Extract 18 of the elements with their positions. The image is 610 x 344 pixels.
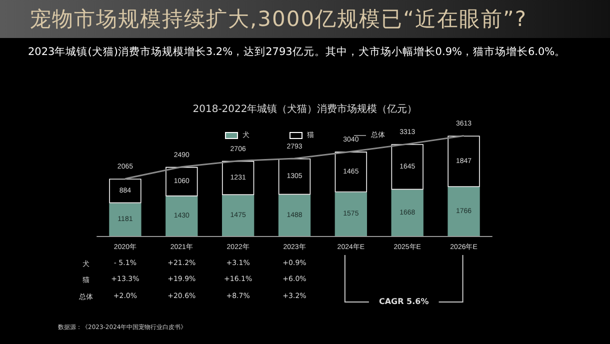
bar <box>222 195 254 236</box>
text: CAGR 5.6% <box>378 297 429 306</box>
bar <box>448 136 480 187</box>
annotation: 2018-2022年城镇（犬猫）消费市场规模（亿元） <box>192 102 418 116</box>
text: 2023年城镇(犬猫)消费市场规模增长3.2%，达到2793亿元。其中，犬市场小幅增长0.9%，猫市场增长6.0%。 <box>28 45 566 59</box>
bar <box>278 158 311 195</box>
bar <box>391 190 424 236</box>
bar <box>448 186 480 236</box>
bar <box>166 166 198 196</box>
bar <box>391 144 424 190</box>
bar <box>222 160 254 196</box>
bar <box>334 152 368 192</box>
bar <box>166 196 198 236</box>
chart-title: 宠物市场规模持续扩大,3000亿规模已“近在眼前”? <box>30 6 528 33</box>
bar <box>334 192 368 236</box>
bar <box>109 203 142 236</box>
bar <box>278 194 311 236</box>
bar <box>109 178 142 204</box>
